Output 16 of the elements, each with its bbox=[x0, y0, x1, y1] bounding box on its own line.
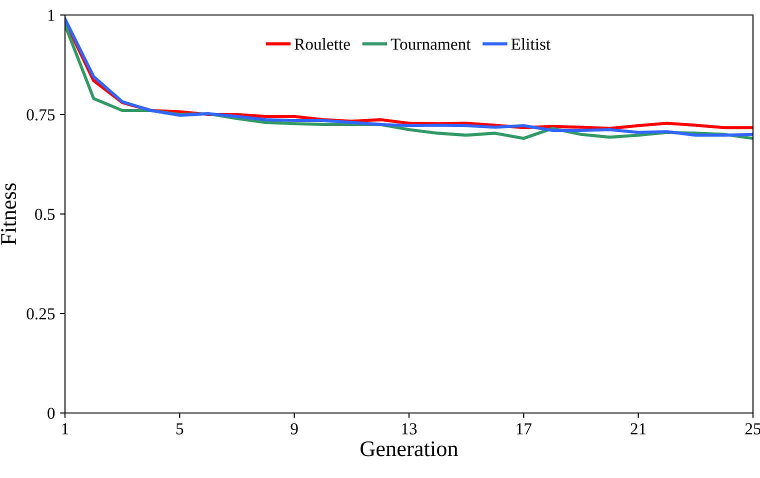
x-tick-label: 21 bbox=[630, 423, 646, 434]
legend-label: Roulette bbox=[294, 38, 350, 50]
x-axis-title: Generation bbox=[360, 441, 458, 456]
legend-label: Elitist bbox=[511, 38, 551, 50]
y-tick-label: 1 bbox=[48, 10, 54, 21]
y-tick-label: 0.25 bbox=[26, 308, 55, 320]
y-tick-label: 0.5 bbox=[35, 208, 55, 220]
x-tick-label: 13 bbox=[402, 423, 417, 434]
y-tick-label: 0.75 bbox=[26, 109, 55, 121]
x-tick-label: 1 bbox=[62, 423, 68, 434]
y-tick-label: 0 bbox=[48, 408, 55, 419]
y-axis-title: Fitness bbox=[1, 183, 16, 245]
x-tick-label: 9 bbox=[290, 423, 298, 434]
x-tick-label: 5 bbox=[176, 423, 184, 434]
legend-label: Tournament bbox=[390, 38, 471, 50]
x-tick-label: 17 bbox=[516, 423, 532, 434]
